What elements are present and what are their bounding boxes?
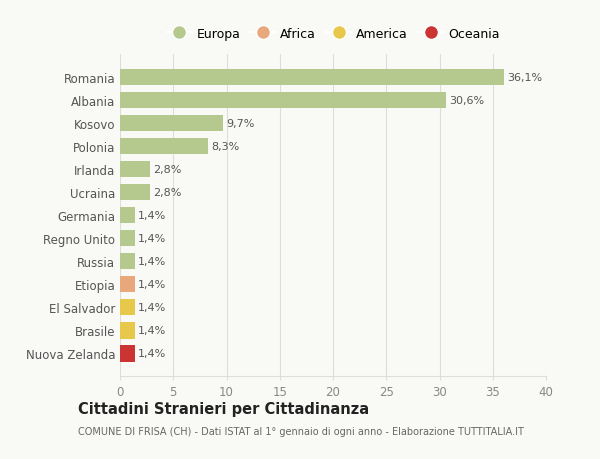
Bar (120, 346, 135, 362)
Bar (120, 323, 135, 339)
Text: 1,4%: 1,4% (138, 280, 166, 290)
Text: 1,4%: 1,4% (138, 349, 166, 359)
Bar (120, 207, 135, 224)
Text: COMUNE DI FRISA (CH) - Dati ISTAT al 1° gennaio di ogni anno - Elaborazione TUTT: COMUNE DI FRISA (CH) - Dati ISTAT al 1° … (78, 426, 524, 436)
Bar (120, 185, 150, 201)
Legend: Europa, Africa, America, Oceania: Europa, Africa, America, Oceania (161, 23, 505, 46)
Text: 1,4%: 1,4% (138, 303, 166, 313)
Text: 2,8%: 2,8% (153, 165, 181, 175)
Bar (120, 93, 446, 109)
Bar (120, 231, 135, 247)
Text: 1,4%: 1,4% (138, 326, 166, 336)
Bar (120, 139, 208, 155)
Text: 36,1%: 36,1% (508, 73, 543, 83)
Text: 1,4%: 1,4% (138, 211, 166, 221)
Text: 1,4%: 1,4% (138, 234, 166, 244)
Text: Cittadini Stranieri per Cittadinanza: Cittadini Stranieri per Cittadinanza (78, 401, 369, 416)
Bar (120, 254, 135, 270)
Bar (120, 300, 135, 316)
Bar (120, 277, 135, 293)
Bar (120, 116, 223, 132)
Text: 9,7%: 9,7% (227, 119, 255, 129)
Text: 2,8%: 2,8% (153, 188, 181, 198)
Bar (120, 70, 505, 86)
Bar (120, 162, 150, 178)
Text: 1,4%: 1,4% (138, 257, 166, 267)
Text: 30,6%: 30,6% (449, 96, 484, 106)
Text: 8,3%: 8,3% (212, 142, 240, 152)
